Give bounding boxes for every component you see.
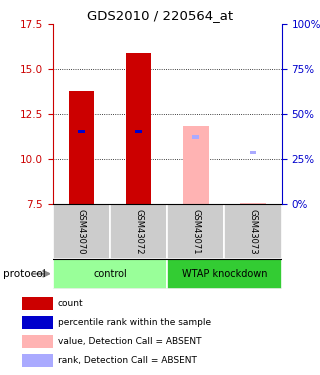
Bar: [250, 151, 256, 154]
Bar: [224, 204, 282, 259]
Bar: [183, 126, 209, 204]
Bar: [167, 259, 282, 289]
Bar: [53, 259, 167, 289]
Text: GSM43071: GSM43071: [191, 209, 200, 254]
Bar: [192, 135, 199, 139]
Text: GSM43073: GSM43073: [249, 209, 258, 254]
Bar: [126, 53, 151, 204]
Bar: [135, 130, 142, 133]
Bar: [167, 204, 224, 259]
Text: control: control: [93, 269, 127, 279]
Text: count: count: [58, 299, 83, 308]
Bar: [22, 335, 53, 348]
Text: value, Detection Call = ABSENT: value, Detection Call = ABSENT: [58, 337, 201, 346]
Bar: [22, 297, 53, 310]
Bar: [110, 204, 167, 259]
Bar: [240, 203, 266, 204]
Bar: [68, 91, 94, 204]
Text: GSM43072: GSM43072: [134, 209, 143, 254]
Text: protocol: protocol: [3, 269, 46, 279]
Bar: [22, 354, 53, 367]
Bar: [53, 204, 110, 259]
Text: rank, Detection Call = ABSENT: rank, Detection Call = ABSENT: [58, 356, 196, 365]
Text: GDS2010 / 220564_at: GDS2010 / 220564_at: [87, 9, 233, 22]
Text: percentile rank within the sample: percentile rank within the sample: [58, 318, 211, 327]
Text: WTAP knockdown: WTAP knockdown: [182, 269, 267, 279]
Bar: [22, 316, 53, 329]
Text: GSM43070: GSM43070: [77, 209, 86, 254]
Bar: [78, 130, 85, 133]
